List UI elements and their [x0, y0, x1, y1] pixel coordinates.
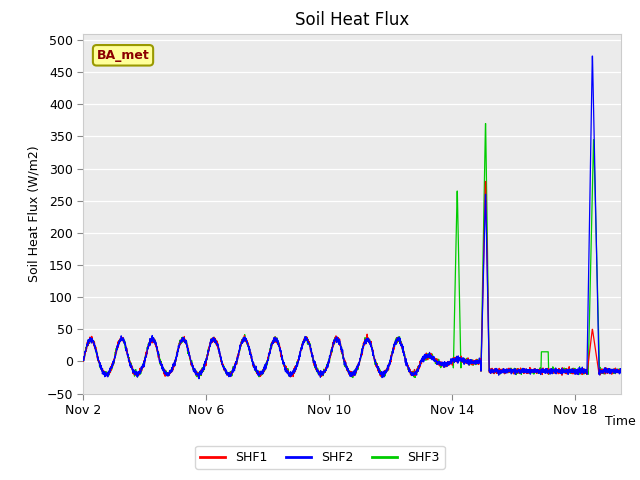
SHF2 — [309, 352, 317, 358]
Line: SHF1: SHF1 — [83, 181, 621, 377]
SHF3 — [309, 354, 317, 360]
SHF1 — [607, 368, 614, 373]
SHF2 — [79, 356, 87, 362]
SHF2 — [607, 371, 614, 376]
SHF3 — [549, 367, 557, 373]
Legend: SHF1, SHF2, SHF3: SHF1, SHF2, SHF3 — [195, 446, 445, 469]
SHF1 — [173, 355, 180, 361]
SHF3 — [482, 121, 490, 127]
SHF1 — [549, 370, 557, 376]
X-axis label: Time: Time — [605, 415, 636, 428]
Title: Soil Heat Flux: Soil Heat Flux — [295, 11, 409, 29]
Line: SHF3: SHF3 — [83, 124, 621, 378]
SHF3 — [617, 368, 625, 374]
SHF1 — [79, 357, 87, 362]
SHF3 — [141, 360, 148, 366]
Line: SHF2: SHF2 — [83, 56, 621, 379]
SHF2 — [195, 376, 203, 382]
SHF3 — [285, 373, 293, 379]
SHF3 — [173, 353, 180, 359]
SHF2 — [285, 373, 293, 379]
SHF2 — [617, 366, 625, 372]
SHF3 — [349, 375, 356, 381]
Text: BA_met: BA_met — [97, 49, 149, 62]
SHF2 — [173, 355, 180, 361]
SHF3 — [79, 360, 87, 366]
SHF1 — [285, 371, 293, 376]
SHF1 — [309, 354, 317, 360]
SHF2 — [548, 370, 556, 375]
SHF1 — [141, 361, 148, 367]
SHF3 — [607, 368, 614, 374]
SHF1 — [617, 368, 625, 374]
SHF1 — [287, 374, 294, 380]
Y-axis label: Soil Heat Flux (W/m2): Soil Heat Flux (W/m2) — [28, 145, 41, 282]
SHF2 — [588, 53, 596, 59]
SHF1 — [482, 179, 490, 184]
SHF2 — [141, 360, 148, 366]
